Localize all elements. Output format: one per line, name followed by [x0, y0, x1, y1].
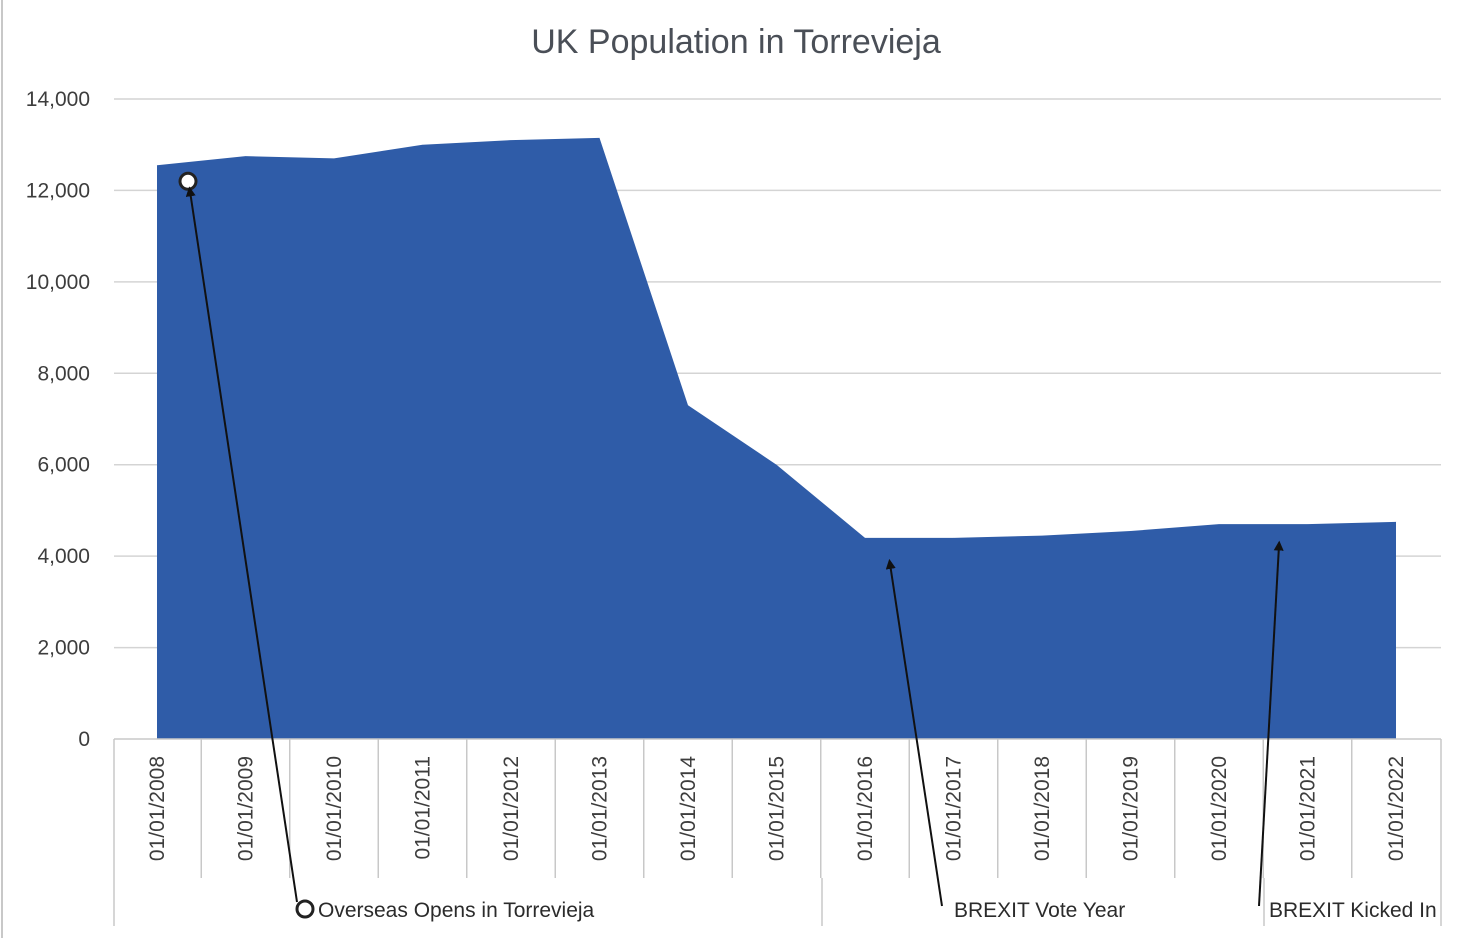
y-tick-label: 2,000: [37, 637, 90, 660]
annotations: Overseas Opens in Torrevieja BREXIT Vote …: [178, 171, 1437, 922]
y-tick-label: 10,000: [26, 271, 90, 294]
x-tick-label: 01/01/2012: [500, 756, 523, 861]
y-tick-label: 12,000: [26, 179, 90, 202]
y-tick-label: 4,000: [37, 545, 90, 568]
x-tick-label: 01/01/2022: [1385, 756, 1408, 861]
y-tick-label: 14,000: [26, 88, 90, 111]
y-axis-tick-labels: 0 2,000 4,000 6,000 8,000 10,000 12,000 14,000: [26, 88, 90, 751]
annotation-start-marker: [295, 899, 315, 919]
y-tick-label: 6,000: [37, 454, 90, 477]
x-tick-label: 01/01/2010: [323, 756, 346, 861]
x-tick-label: 01/01/2019: [1120, 756, 1143, 861]
x-tick-label: 01/01/2014: [677, 756, 700, 861]
annotation-label: Overseas Opens in Torrevieja: [318, 899, 595, 922]
series-area: [157, 137, 1396, 739]
x-tick-label: 01/01/2015: [766, 756, 789, 861]
annotation-arrow: [885, 558, 943, 907]
annotation-arrow: [1258, 540, 1284, 907]
annotation-label: BREXIT Kicked In: [1269, 899, 1437, 922]
annotation-target-marker: [178, 171, 198, 191]
x-tick-label: 01/01/2017: [943, 756, 966, 861]
annotation-label: BREXIT Vote Year: [954, 899, 1125, 922]
annotation-arrow: [185, 186, 298, 903]
x-tick-label: 01/01/2011: [412, 756, 435, 860]
data-area: [156, 137, 1397, 739]
x-tick-label: 01/01/2018: [1031, 756, 1054, 861]
x-axis: 01/01/2008 01/01/2009 01/01/2010 01/01/2011…: [113, 738, 1442, 926]
x-tick-label: 01/01/2008: [146, 756, 169, 861]
x-tick-label: 01/01/2009: [235, 756, 258, 861]
y-tick-label: 0: [78, 728, 90, 751]
x-tick-label: 01/01/2021: [1297, 756, 1320, 861]
y-tick-label: 8,000: [37, 362, 90, 385]
x-tick-label: 01/01/2013: [589, 756, 612, 861]
x-tick-label: 01/01/2016: [854, 756, 877, 861]
chart-title: UK Population in Torrevieja: [531, 23, 941, 61]
x-tick-label: 01/01/2020: [1208, 756, 1231, 861]
